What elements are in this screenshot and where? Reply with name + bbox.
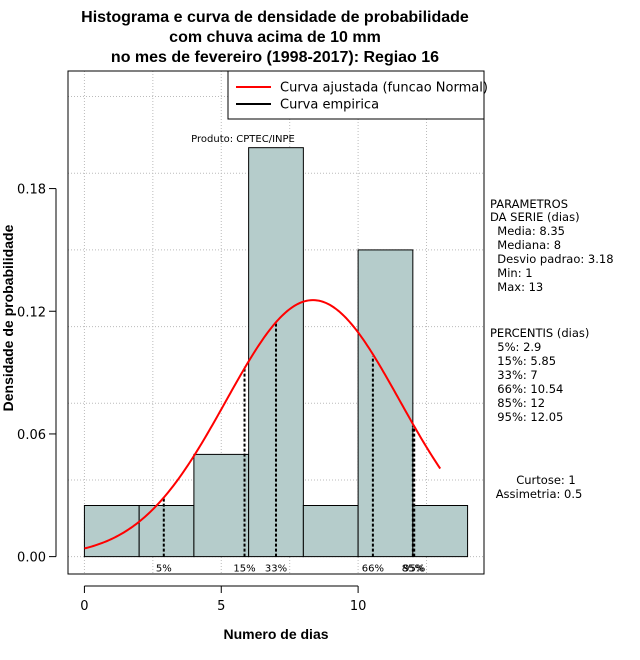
x-tick-label: 0 <box>80 599 88 614</box>
parameters-block: PARAMETROS DA SERIE (dias) Media: 8.35 M… <box>490 197 614 294</box>
axes: 0.00 0.06 0.12 0.18 0 5 10 <box>17 183 366 614</box>
params-line: Mediana: 8 <box>490 238 561 252</box>
percentile-label: 5% <box>156 564 172 575</box>
params-line: DA SERIE (dias) <box>490 210 580 224</box>
x-tick-label: 10 <box>350 599 367 614</box>
kurtosis-text: Curtose: 1 <box>516 473 576 487</box>
y-tick-label: 0.18 <box>17 183 46 198</box>
histogram-bar <box>302 505 359 558</box>
percentis-line: 5%: 2.9 <box>490 340 541 354</box>
chart-title-line-1: Histograma e curva de densidade de proba… <box>81 9 469 26</box>
histogram-bar <box>193 453 250 558</box>
percentis-line: 66%: 10.54 <box>490 382 563 396</box>
shape-stats-block: Curtose: 1 Assimetria: 0.5 <box>496 473 583 501</box>
x-axis-title: Numero de dias <box>223 626 328 642</box>
params-line: PARAMETROS <box>490 197 568 211</box>
params-line: Max: 13 <box>490 280 543 294</box>
percentile-labels: 5% 15% 33% 66% 85%95% <box>156 564 425 575</box>
x-tick-label: 5 <box>217 599 225 614</box>
chart-title-line-2: com chuva acima de 10 mm <box>169 29 381 46</box>
legend-label-empirical: Curva empirica <box>280 98 379 113</box>
product-label: Produto: CPTEC/INPE <box>191 134 295 145</box>
percentile-label: 33% <box>265 564 287 575</box>
y-axis-title: Densidade de probabilidade <box>0 224 16 411</box>
percentis-line: PERCENTIS (dias) <box>490 326 589 340</box>
y-tick-label: 0.12 <box>17 305 46 320</box>
normal-curve-layer <box>84 299 442 550</box>
percentile-markers <box>162 323 416 557</box>
histogram-bar <box>83 505 140 558</box>
percentis-line: 33%: 7 <box>490 368 538 382</box>
legend-box <box>227 70 485 120</box>
normal-curve <box>84 299 442 550</box>
percentile-label: 95% <box>403 564 425 575</box>
percentile-label: 66% <box>362 564 384 575</box>
percentile-label: 85% <box>402 564 424 575</box>
histogram-bar <box>357 249 414 558</box>
chart-title-line-3: no mes de fevereiro (1998-2017): Regiao … <box>111 49 439 66</box>
legend-label-normal: Curva ajustada (funcao Normal) <box>280 81 488 96</box>
histogram-bar <box>412 505 469 558</box>
percentis-block: PERCENTIS (dias) 5%: 2.9 15%: 5.85 33%: … <box>490 326 589 424</box>
params-line: Min: 1 <box>490 266 533 280</box>
percentis-line: 95%: 12.05 <box>490 410 563 424</box>
y-tick-label: 0.00 <box>17 551 46 566</box>
histogram-bar <box>138 505 195 558</box>
y-tick-label: 0.06 <box>17 428 46 443</box>
skewness-text: Assimetria: 0.5 <box>496 487 583 501</box>
params-line: Media: 8.35 <box>490 224 565 238</box>
percentile-label: 15% <box>233 564 255 575</box>
percentis-line: 85%: 12 <box>490 396 545 410</box>
percentis-line: 15%: 5.85 <box>490 354 556 368</box>
params-line: Desvio padrao: 3.18 <box>490 252 614 266</box>
legend: Curva ajustada (funcao Normal) Curva emp… <box>227 70 488 120</box>
histogram-bars <box>83 147 469 558</box>
